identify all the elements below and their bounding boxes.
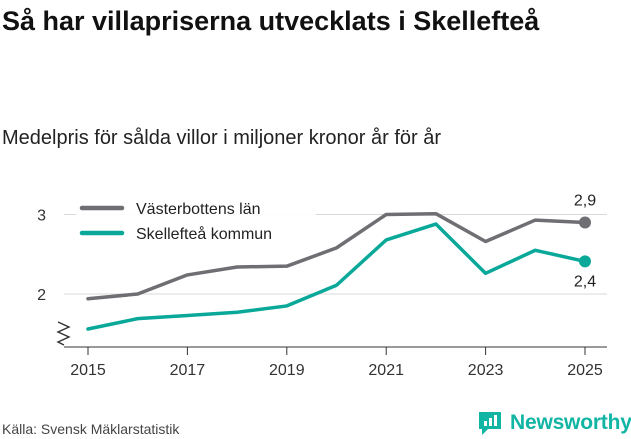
y-axis: 23 <box>37 208 46 305</box>
source-note: Källa: Svensk Mäklarstatistik <box>2 421 180 437</box>
series-group: 2,9 2,4 <box>86 192 596 331</box>
newsworthy-logo-icon <box>479 412 501 435</box>
legend-background <box>76 193 316 247</box>
x-tick-label: 2017 <box>170 362 206 379</box>
legend-label: Skellefteå kommun <box>136 225 272 243</box>
series-end-label: 2,9 <box>574 192 596 209</box>
x-tick-label: 2025 <box>567 362 603 379</box>
x-tick-label: 2021 <box>368 362 404 379</box>
series-end-marker <box>579 216 591 229</box>
series-line-1 <box>86 222 587 331</box>
brand-name: Newsworthy <box>510 411 631 434</box>
legend-label: Västerbottens län <box>136 201 261 218</box>
y-tick-label: 2 <box>37 287 46 304</box>
legend: Västerbottens län Skellefteå kommun <box>76 193 316 247</box>
brand-logo: Newsworthy <box>476 408 631 438</box>
series-line-0 <box>86 211 587 301</box>
series-end-label: 2,4 <box>574 273 596 290</box>
x-axis: 2015 2017 2019 2021 2023 2025 <box>56 321 607 379</box>
series-end-marker <box>579 255 591 268</box>
x-tick-label: 2015 <box>70 362 106 379</box>
x-tick-label: 2019 <box>269 362 305 379</box>
chart-subtitle: Medelpris för sålda villor i miljoner kr… <box>2 127 442 149</box>
x-tick-label: 2023 <box>468 362 504 379</box>
axis-break-icon <box>56 321 71 346</box>
chart-title: Så har villapriserna utvecklats i Skelle… <box>2 6 540 36</box>
y-tick-label: 3 <box>37 208 46 225</box>
